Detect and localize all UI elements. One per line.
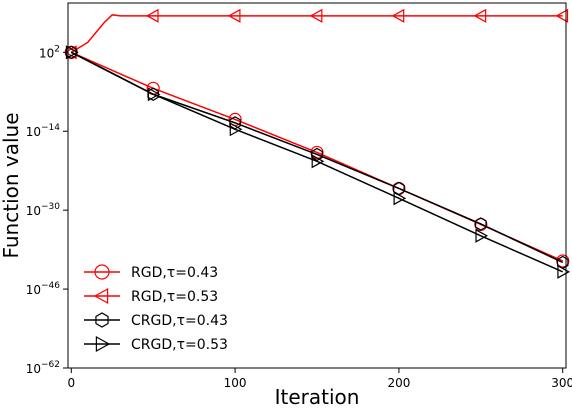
- legend-item-4: CRGD,τ=0.53: [84, 335, 228, 353]
- y-tick-label: 102: [39, 44, 60, 60]
- y-tick-label: 10−46: [26, 281, 61, 297]
- legend-label: RGD,τ=0.43: [131, 265, 218, 281]
- x-tick-label: 100: [224, 376, 247, 390]
- series-2-point: [473, 8, 487, 23]
- series-1: [64, 45, 570, 268]
- series-2-point: [391, 8, 405, 23]
- x-tick-label: 300: [551, 376, 572, 390]
- series-4-point: [229, 122, 243, 137]
- legend-label: RGD,τ=0.53: [131, 289, 218, 305]
- series-4-point: [393, 191, 407, 206]
- series-2-point: [227, 8, 241, 23]
- series-4-point: [557, 264, 570, 279]
- legend: RGD,τ=0.43 RGD,τ=0.53 CRGD,τ=0.43 CRGD,τ=0.…: [84, 264, 228, 353]
- legend-swatch-marker: [95, 312, 109, 328]
- legend-swatch-marker: [93, 287, 109, 305]
- y-tick-label: 10−30: [26, 202, 61, 218]
- axis-ticks: 0 100 200 300 102 10−14 10−30 10−46 10−62: [26, 44, 572, 390]
- legend-item-1: RGD,τ=0.43: [84, 264, 218, 281]
- series-1-point: [556, 254, 570, 268]
- plot-frame: [67, 2, 567, 369]
- y-tick-label: 10−14: [26, 123, 61, 139]
- plot-area: [64, 8, 570, 279]
- series-3-point: [311, 147, 323, 162]
- series-2-line: [70, 14, 563, 53]
- series-2-point: [145, 8, 159, 23]
- x-tick-label: 0: [67, 376, 75, 390]
- series-1-line: [70, 51, 564, 262]
- series-4-point: [475, 228, 489, 243]
- legend-item-2: RGD,τ=0.53: [84, 287, 218, 305]
- series-2-point: [555, 8, 569, 23]
- series-2-point: [309, 8, 323, 23]
- series-4-point: [147, 87, 161, 102]
- series-4: [65, 45, 570, 279]
- legend-label: CRGD,τ=0.43: [131, 313, 228, 329]
- legend-swatch-marker: [95, 335, 111, 353]
- x-axis-label: Iteration: [275, 385, 360, 409]
- legend-item-3: CRGD,τ=0.43: [84, 312, 228, 329]
- y-tick-label: 10−62: [26, 360, 60, 376]
- legend-swatch-marker: [94, 264, 110, 280]
- x-tick-label: 200: [387, 376, 410, 390]
- legend-label: CRGD,τ=0.53: [131, 337, 228, 353]
- y-axis-label: Function value: [0, 112, 23, 258]
- series-4-line: [70, 51, 564, 273]
- series-2: [64, 8, 569, 60]
- series-3-point: [475, 217, 487, 231]
- series-4-point: [311, 154, 325, 169]
